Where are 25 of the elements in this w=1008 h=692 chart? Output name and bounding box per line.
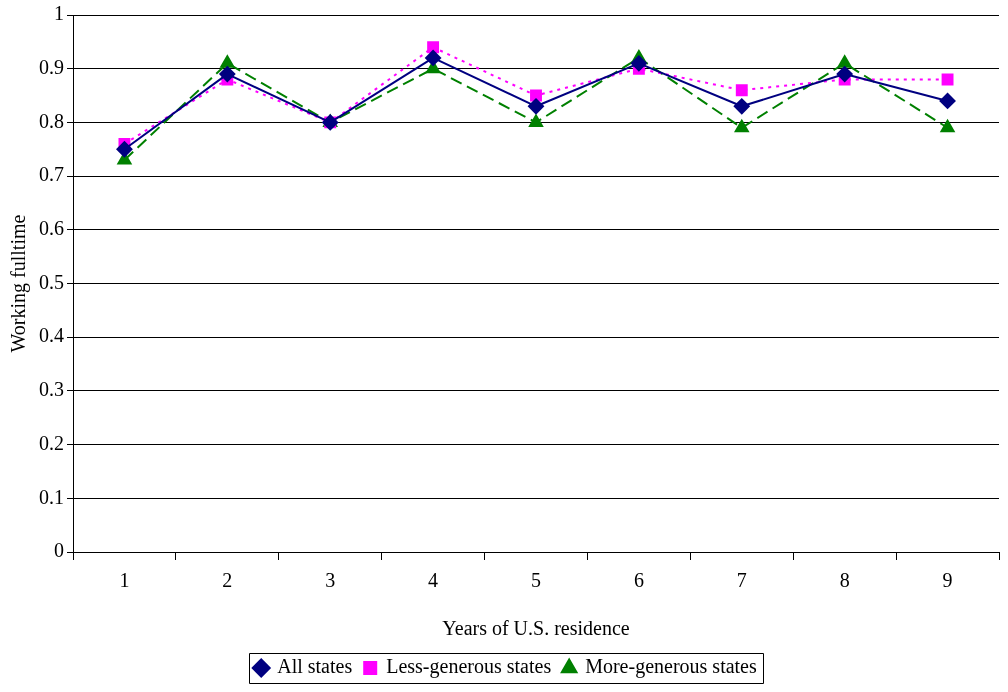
y-tick-label: 0.1 — [39, 485, 64, 508]
x-tick-label: 9 — [942, 569, 953, 592]
x-tick-label: 6 — [633, 569, 644, 592]
x-tick-label: 1 — [119, 569, 130, 592]
y-tick-label: 0.7 — [39, 163, 64, 186]
x-axis-title: Years of U.S. residence — [442, 617, 630, 640]
y-tick-label: 0.9 — [39, 55, 64, 78]
y-axis-title: Working fulltime — [7, 214, 31, 353]
y-tick-label: 0.3 — [39, 378, 64, 401]
y-tick-label: 0.8 — [39, 109, 64, 132]
x-tick-label: 7 — [736, 569, 747, 592]
legend-label: All states — [277, 655, 353, 678]
x-tick-label: 8 — [839, 569, 850, 592]
y-tick-label: 1 — [54, 2, 64, 25]
y-tick-label: 0 — [54, 539, 64, 562]
y-tick-label: 0.5 — [39, 270, 64, 293]
x-tick-label: 2 — [222, 569, 233, 592]
x-tick-label: 5 — [531, 569, 541, 592]
legend-label: Less-generous states — [386, 655, 552, 679]
y-tick-label: 0.2 — [39, 431, 64, 454]
y-tick-label: 0.6 — [39, 217, 64, 240]
x-tick-label: 4 — [428, 569, 439, 592]
legend-label: More-generous states — [585, 655, 757, 679]
y-tick-label: 0.4 — [39, 324, 64, 347]
x-tick-label: 3 — [325, 569, 336, 592]
